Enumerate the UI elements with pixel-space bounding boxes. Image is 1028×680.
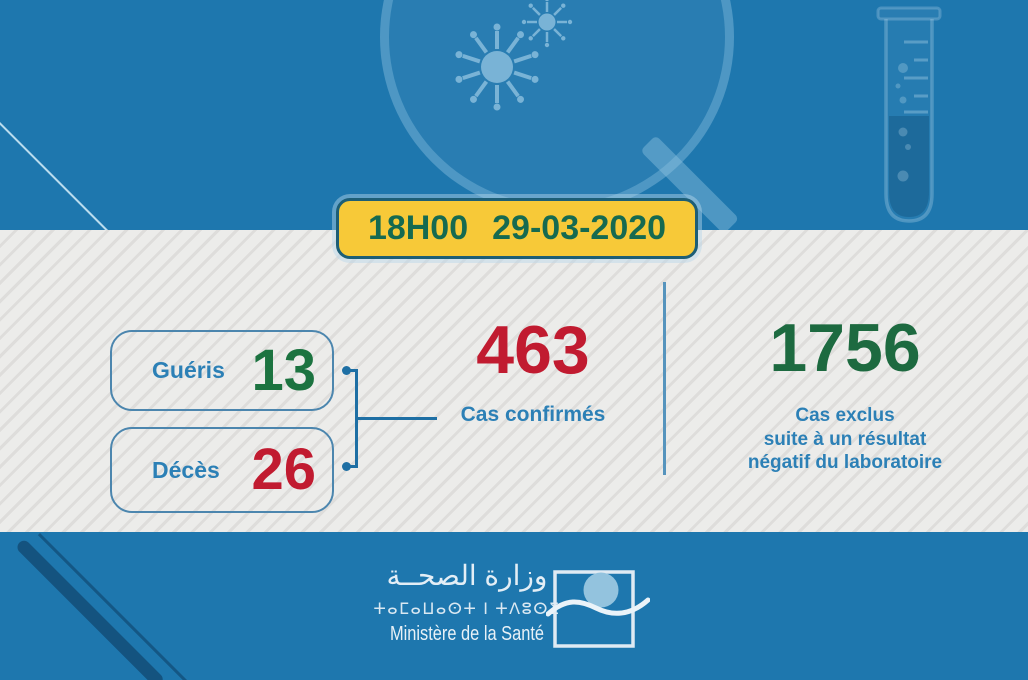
ministry-name-french: Ministère de la Santé [389,623,545,645]
deaths-box: Décès 26 [110,427,334,513]
datetime-badge: 18H00 29-03-2020 [336,198,698,259]
excluded-label: Cas exclus suite à un résultat négatif d… [709,404,981,475]
ministry-name-arabic: وزارة الصحــة [386,560,548,591]
recovered-box: Guéris 13 [110,330,334,411]
virus-icon-small [520,0,574,49]
bracket-vertical-line [355,369,358,467]
bracket-horizontal-line [357,417,437,420]
confirmed-value: 463 [476,312,590,388]
excluded-value: 1756 [769,310,921,386]
excluded-label-line2: suite à un résultat [763,428,927,450]
bracket-dot-top [342,366,351,375]
bracket-stub-top [349,369,358,372]
recovered-value: 13 [251,337,316,403]
confirmed-label: Cas confirmés [460,403,606,426]
deaths-label: Décès [152,456,220,483]
bracket-stub-bottom [349,465,358,468]
deaths-value: 26 [251,437,316,502]
stats-band [0,230,1028,532]
recovered-label: Guéris [152,357,225,383]
test-tube-icon [876,6,942,223]
diagonal-line-bottom-thick [14,538,166,680]
ministry-logo-mark [546,570,650,648]
ministry-name-tifinagh: ⵜⴰⵎⴰⵡⴰⵙⵜ ⵏ ⵜⴷⵓⵙⵉ [373,601,561,618]
diagonal-line-bottom-thin [38,533,189,680]
section-divider [663,282,666,475]
excluded-label-line1: Cas exclus [795,405,895,426]
badge-time: 18H00 [367,209,469,247]
bracket-dot-bottom [342,462,351,471]
virus-icon-large [452,23,542,113]
badge-date: 29-03-2020 [492,209,667,247]
excluded-label-line3: négatif du laboratoire [747,452,943,473]
diagonal-line-top-left [0,118,113,237]
